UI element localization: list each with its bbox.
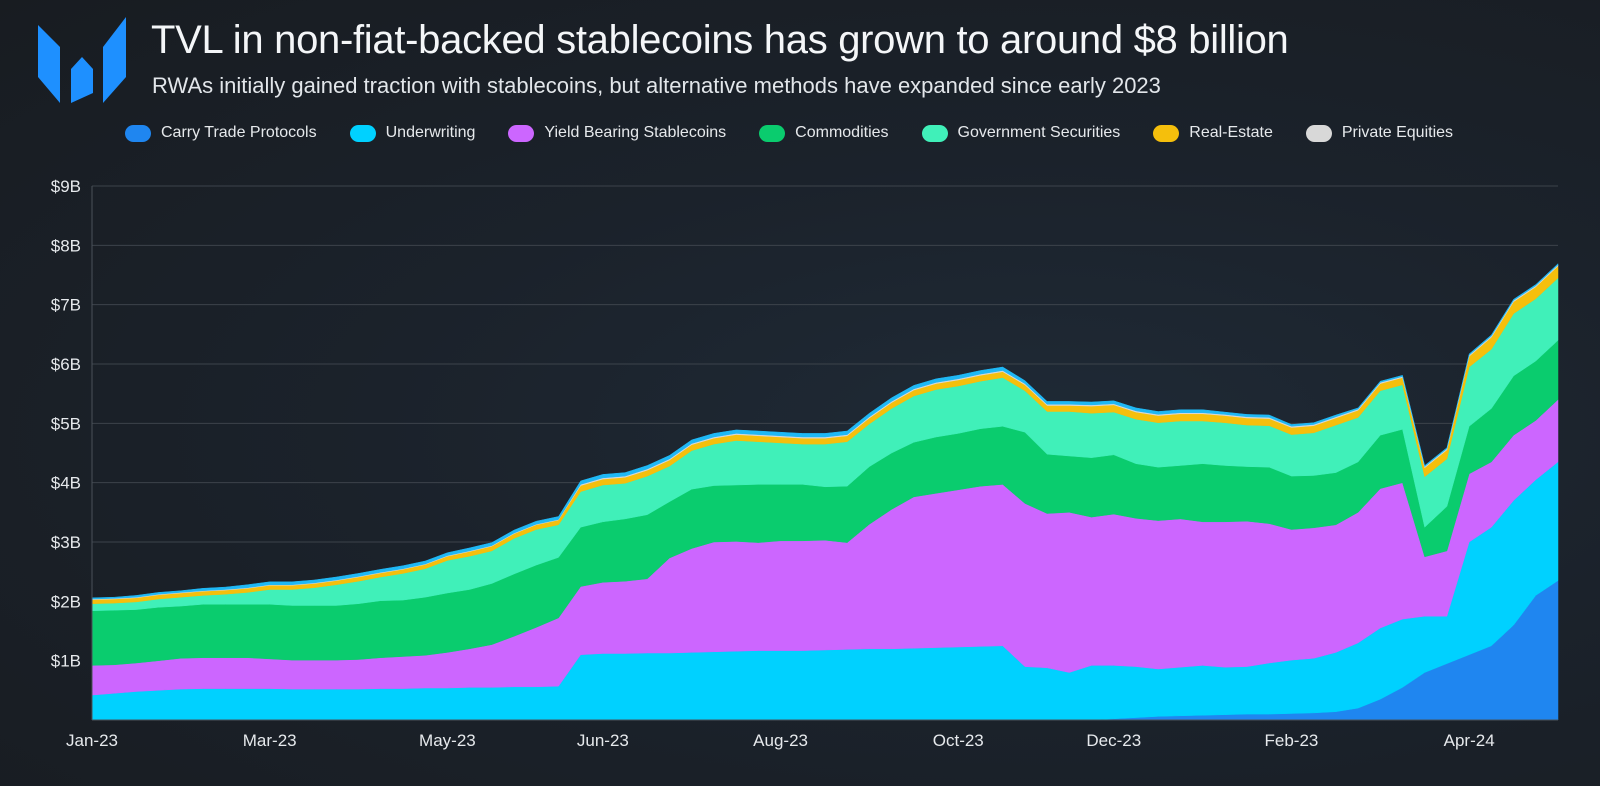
axes bbox=[91, 186, 1558, 721]
legend-swatch bbox=[508, 124, 535, 142]
legend-item-private-equities[interactable]: Private Equities bbox=[1305, 124, 1454, 142]
legend-label: Government Securities bbox=[957, 124, 1121, 141]
chart-title: TVL in non-fiat-backed stablecoins has g… bbox=[151, 18, 1289, 62]
x-tick-label: Jun-23 bbox=[577, 731, 629, 750]
legend-item-commodities[interactable]: Commodities bbox=[759, 124, 889, 142]
area-other-top-band- bbox=[91, 263, 1559, 600]
legend-label: Commodities bbox=[795, 124, 889, 141]
y-tick-label: $1B bbox=[51, 652, 81, 671]
legend-swatch bbox=[1305, 124, 1332, 142]
chart-subtitle: RWAs initially gained traction with stab… bbox=[152, 73, 1161, 98]
legend: Carry Trade Protocols Underwriting Yield… bbox=[125, 124, 1486, 142]
x-tick-label: Dec-23 bbox=[1086, 731, 1141, 750]
x-tick-labels: Jan-23 Mar-23 May-23 Jun-23 Aug-23 Oct-23 Dec-… bbox=[66, 731, 1495, 750]
y-tick-label: $2B bbox=[51, 592, 81, 611]
y-tick-label: $6B bbox=[51, 355, 81, 374]
legend-label: Real-Estate bbox=[1189, 124, 1273, 141]
legend-item-government-securities[interactable]: Government Securities bbox=[921, 124, 1121, 142]
legend-label: Yield Bearing Stablecoins bbox=[544, 124, 727, 141]
legend-label: Private Equities bbox=[1341, 124, 1454, 141]
x-tick-label: Jan-23 bbox=[66, 731, 118, 750]
x-tick-label: Apr-24 bbox=[1444, 731, 1495, 750]
legend-item-real-estate[interactable]: Real-Estate bbox=[1153, 124, 1273, 142]
y-tick-label: $3B bbox=[51, 533, 81, 552]
y-tick-label: $4B bbox=[51, 474, 81, 493]
legend-item-yield-bearing[interactable]: Yield Bearing Stablecoins bbox=[508, 124, 726, 142]
messari-logo-icon bbox=[38, 17, 126, 103]
y-tick-label: $5B bbox=[51, 414, 81, 433]
legend-swatch bbox=[921, 124, 948, 142]
legend-swatch bbox=[759, 124, 786, 142]
legend-swatch bbox=[125, 124, 151, 142]
y-tick-label: $8B bbox=[51, 236, 81, 255]
legend-swatch bbox=[349, 124, 376, 142]
legend-label: Carry Trade Protocols bbox=[161, 124, 317, 141]
y-tick-labels: $1B $2B $3B $4B $5B $6B $7B $8B $9B bbox=[51, 177, 81, 671]
x-tick-label: Feb-23 bbox=[1265, 731, 1319, 750]
x-tick-label: Aug-23 bbox=[753, 731, 808, 750]
x-tick-label: May-23 bbox=[419, 731, 476, 750]
legend-item-carry-trade[interactable]: Carry Trade Protocols bbox=[125, 124, 317, 142]
legend-label: Underwriting bbox=[385, 124, 476, 141]
y-tick-label: $9B bbox=[51, 177, 81, 196]
x-tick-label: Mar-23 bbox=[243, 731, 297, 750]
y-tick-label: $7B bbox=[51, 296, 81, 315]
x-tick-label: Oct-23 bbox=[933, 731, 984, 750]
legend-swatch bbox=[1153, 124, 1180, 142]
legend-item-underwriting[interactable]: Underwriting bbox=[349, 124, 476, 142]
area-series bbox=[91, 263, 1559, 721]
